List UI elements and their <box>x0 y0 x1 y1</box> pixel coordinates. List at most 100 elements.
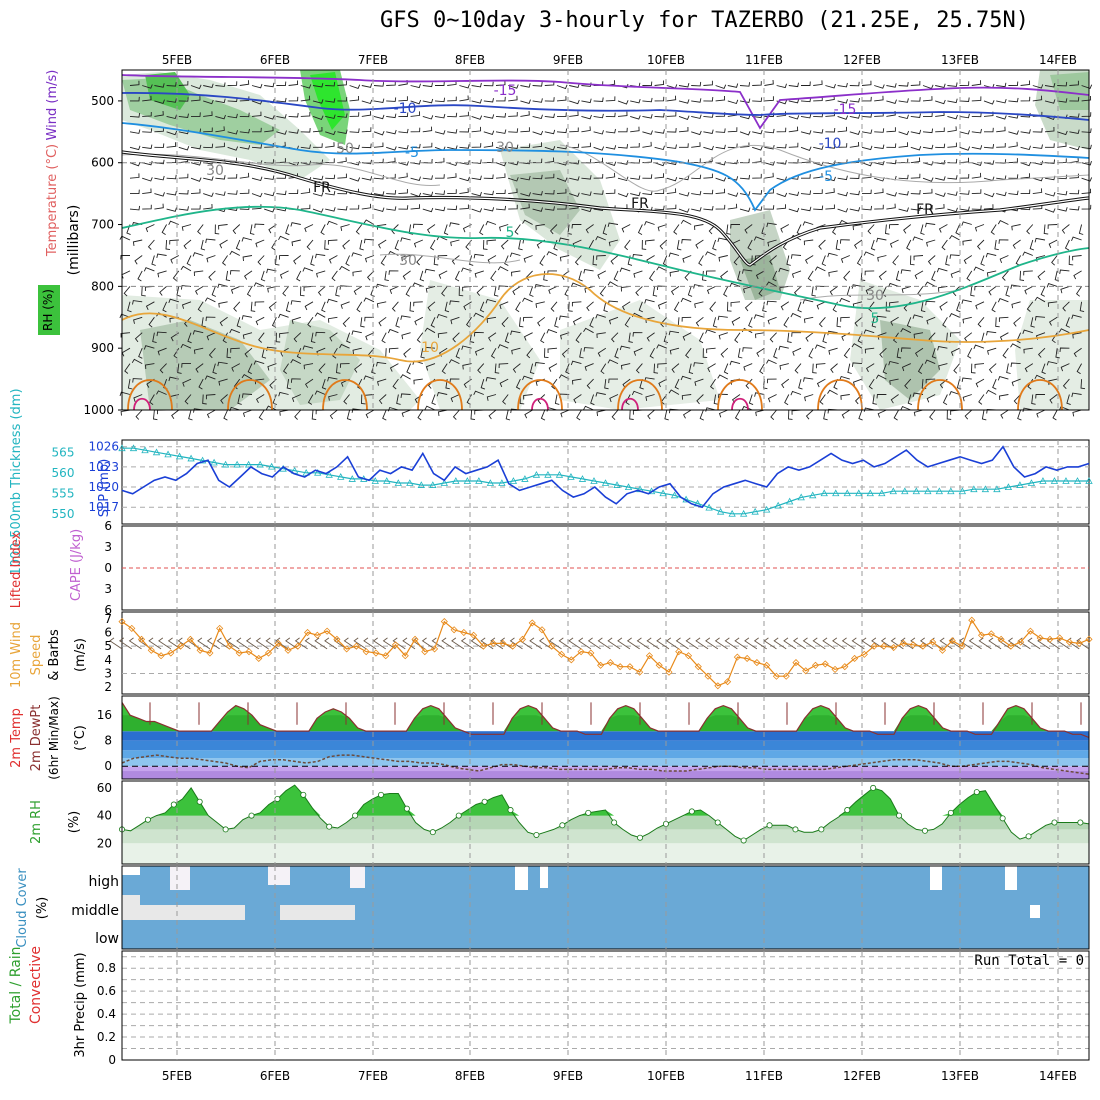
wind-barb <box>620 363 631 370</box>
wind10m-marker <box>763 661 771 669</box>
wind-barb <box>246 286 253 297</box>
wind-barb <box>849 98 860 103</box>
wind10m-barb <box>656 637 670 650</box>
wind-barb <box>753 314 765 319</box>
wind10m-marker <box>675 648 683 656</box>
wind-barb <box>436 313 448 319</box>
wind-barb <box>729 360 741 366</box>
wind-barb <box>818 239 826 250</box>
wind-barb <box>581 114 592 120</box>
wind-barb <box>288 112 299 118</box>
wind-barb <box>699 409 704 421</box>
wind-barb <box>345 255 351 266</box>
wind-barb <box>839 297 850 303</box>
temp-line <box>121 702 1090 739</box>
wind-barb <box>727 99 739 105</box>
slp-tick-label: 1023 <box>88 460 119 474</box>
cloud-level-label: high <box>88 874 119 890</box>
wind-barb <box>170 332 180 342</box>
wind-barb <box>590 394 595 406</box>
wind-barb <box>910 157 921 164</box>
thickness-marker <box>198 456 207 464</box>
wind-barb <box>1019 270 1025 281</box>
wind-barb <box>251 144 263 149</box>
ylabel-precip-2: Convective <box>28 946 44 1024</box>
wind-barb <box>717 315 728 321</box>
wind-barb <box>971 128 982 134</box>
wind-barb <box>959 190 970 195</box>
wind-barb <box>143 345 155 350</box>
wind-barb <box>698 255 704 266</box>
wind-barb <box>1035 394 1045 399</box>
wind10m-marker <box>264 649 273 657</box>
wind-barb <box>373 82 385 87</box>
temp-band <box>122 740 1089 751</box>
wind10m-barb <box>763 637 777 650</box>
wind-barb <box>569 176 580 181</box>
wind-barb <box>359 239 364 251</box>
wind-barb <box>868 378 875 390</box>
wind10m-marker <box>880 642 888 650</box>
wind-barb <box>488 409 497 420</box>
wind10m-barb <box>128 637 142 650</box>
wind-barb <box>1044 126 1055 133</box>
wind-barb <box>208 347 216 359</box>
wind-barb <box>776 83 787 89</box>
wind-barb <box>142 144 153 150</box>
wind-barb <box>1072 332 1082 339</box>
wind-barb <box>337 80 347 86</box>
wind-barb <box>239 96 250 102</box>
wind-barb <box>595 236 606 241</box>
wind-barb <box>929 409 936 421</box>
wind-barb <box>727 203 738 210</box>
wind10m-marker <box>538 626 546 634</box>
wind-barb <box>227 146 239 151</box>
wind-barb <box>874 84 885 89</box>
wind-barb <box>1008 141 1018 148</box>
rh-contour-fill <box>420 280 540 410</box>
wind-barb <box>687 286 693 297</box>
wind-barb <box>791 332 801 337</box>
wind-barb <box>219 316 228 327</box>
wind-barb <box>132 378 143 383</box>
wind-barb <box>985 389 997 395</box>
wind-barb <box>586 301 594 312</box>
wind-barb <box>872 394 877 405</box>
wind-barb <box>157 347 167 356</box>
wind-barb <box>703 113 714 118</box>
wind-barb <box>586 378 594 389</box>
wind-barb <box>755 409 765 417</box>
wind-barb <box>800 190 812 195</box>
wind-barb <box>867 224 875 235</box>
wind-barb <box>1072 255 1082 261</box>
wind-barb <box>169 239 179 245</box>
wind-barb <box>328 255 338 264</box>
wind10m-marker <box>684 652 693 660</box>
wind-barb <box>288 189 299 195</box>
wind10m-barb <box>109 637 123 650</box>
wind-barb <box>997 298 1009 303</box>
wind-barb <box>569 99 580 105</box>
wind-barb <box>251 83 263 89</box>
wind-barb <box>906 239 912 251</box>
wind-barb <box>790 312 802 318</box>
wind-barb <box>339 363 350 368</box>
rh-legend-swatch <box>38 285 60 335</box>
wind10m-barb <box>695 637 709 650</box>
wind-barb <box>645 239 655 245</box>
ylabel-temperature: Temperature (°C) <box>45 144 60 257</box>
wind-barb <box>814 344 826 349</box>
wind10m-marker <box>489 639 497 647</box>
rh-fill-high <box>122 785 1089 816</box>
wind10m-barb <box>724 637 738 650</box>
wind-barb <box>996 191 1007 197</box>
wind-barb <box>433 255 439 266</box>
wind-barb <box>181 224 192 231</box>
wind10m-marker <box>313 631 321 639</box>
wind-barb <box>190 188 201 195</box>
wind-barb <box>558 237 570 242</box>
ylabel-thickness: 1000-500mb Thickness (dm) <box>9 388 24 575</box>
wind-barb <box>463 378 472 389</box>
wind-barb <box>764 128 775 134</box>
wind10m-marker <box>352 642 360 650</box>
